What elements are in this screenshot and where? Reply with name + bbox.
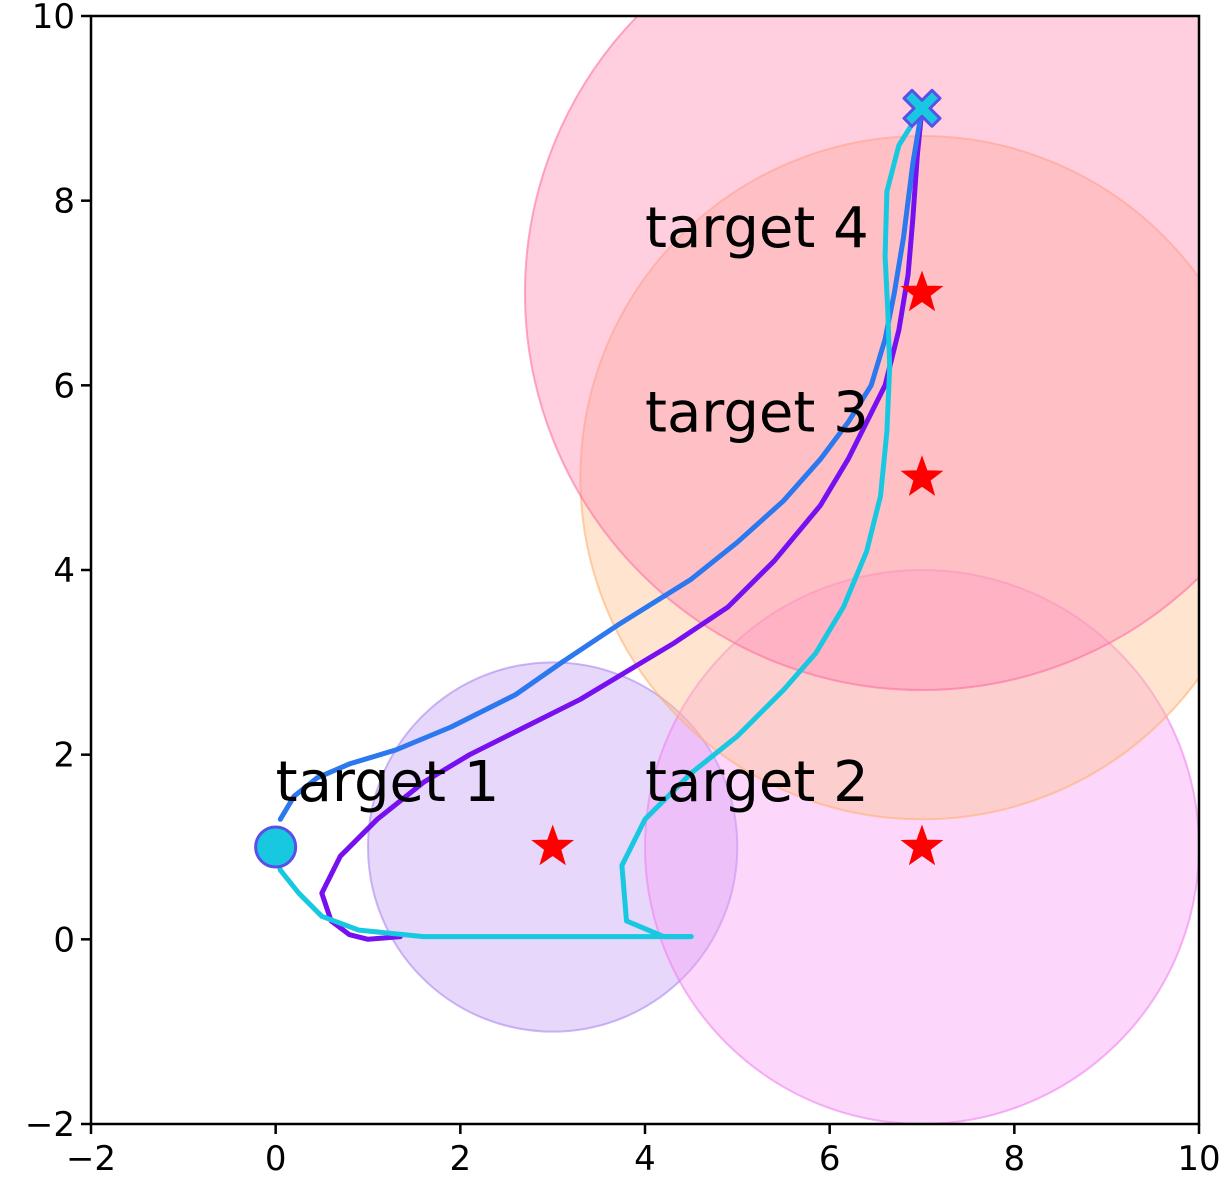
y-tick-label-2: 0 bbox=[53, 920, 75, 960]
axes: −2 0 2 4 6 8 10 −2 0 2 4 6 8 10 bbox=[25, 0, 1221, 1179]
y-tick-label-7: 10 bbox=[32, 0, 75, 37]
y-tick-label-5: 6 bbox=[53, 366, 75, 406]
y-tick-label-1: −2 bbox=[25, 1105, 75, 1145]
target-star-3 bbox=[900, 455, 944, 496]
x-tick-label-3: 2 bbox=[450, 1139, 472, 1179]
y-tick-label-6: 8 bbox=[53, 182, 75, 222]
plot-background bbox=[91, 16, 1199, 1124]
trajectory-line-4 bbox=[273, 844, 694, 940]
start-marker bbox=[254, 825, 298, 869]
end-marker bbox=[902, 88, 942, 128]
x-tick-label-7: 10 bbox=[1177, 1139, 1220, 1179]
target-region-3 bbox=[579, 135, 1199, 821]
trajectory-lines bbox=[273, 105, 925, 942]
x-tick-label-2: 0 bbox=[265, 1139, 287, 1179]
trajectory-line-3 bbox=[619, 105, 925, 940]
x-tick-label-5: 6 bbox=[819, 1139, 841, 1179]
target-labels: target 1 target 2 target 3 target 4 bbox=[276, 196, 869, 815]
target-label-3: target 3 bbox=[645, 381, 869, 446]
target-label-4: target 4 bbox=[645, 196, 869, 261]
x-tick-label-1: −2 bbox=[66, 1139, 116, 1179]
y-tick-label-3: 2 bbox=[53, 736, 75, 776]
target-region-4 bbox=[524, 16, 1199, 691]
x-tick-label-6: 8 bbox=[1004, 1139, 1026, 1179]
target-star-4 bbox=[900, 270, 944, 312]
target-star-1 bbox=[531, 824, 575, 866]
target-label-2: target 2 bbox=[645, 750, 869, 815]
trajectory-line-1 bbox=[319, 105, 925, 942]
x-tick-label-4: 4 bbox=[634, 1139, 656, 1179]
target-label-1: target 1 bbox=[276, 750, 500, 815]
target-star-2 bbox=[900, 824, 944, 866]
y-tick-label-4: 4 bbox=[53, 551, 75, 591]
trajectory-line-2 bbox=[277, 105, 925, 822]
markers bbox=[254, 88, 944, 869]
